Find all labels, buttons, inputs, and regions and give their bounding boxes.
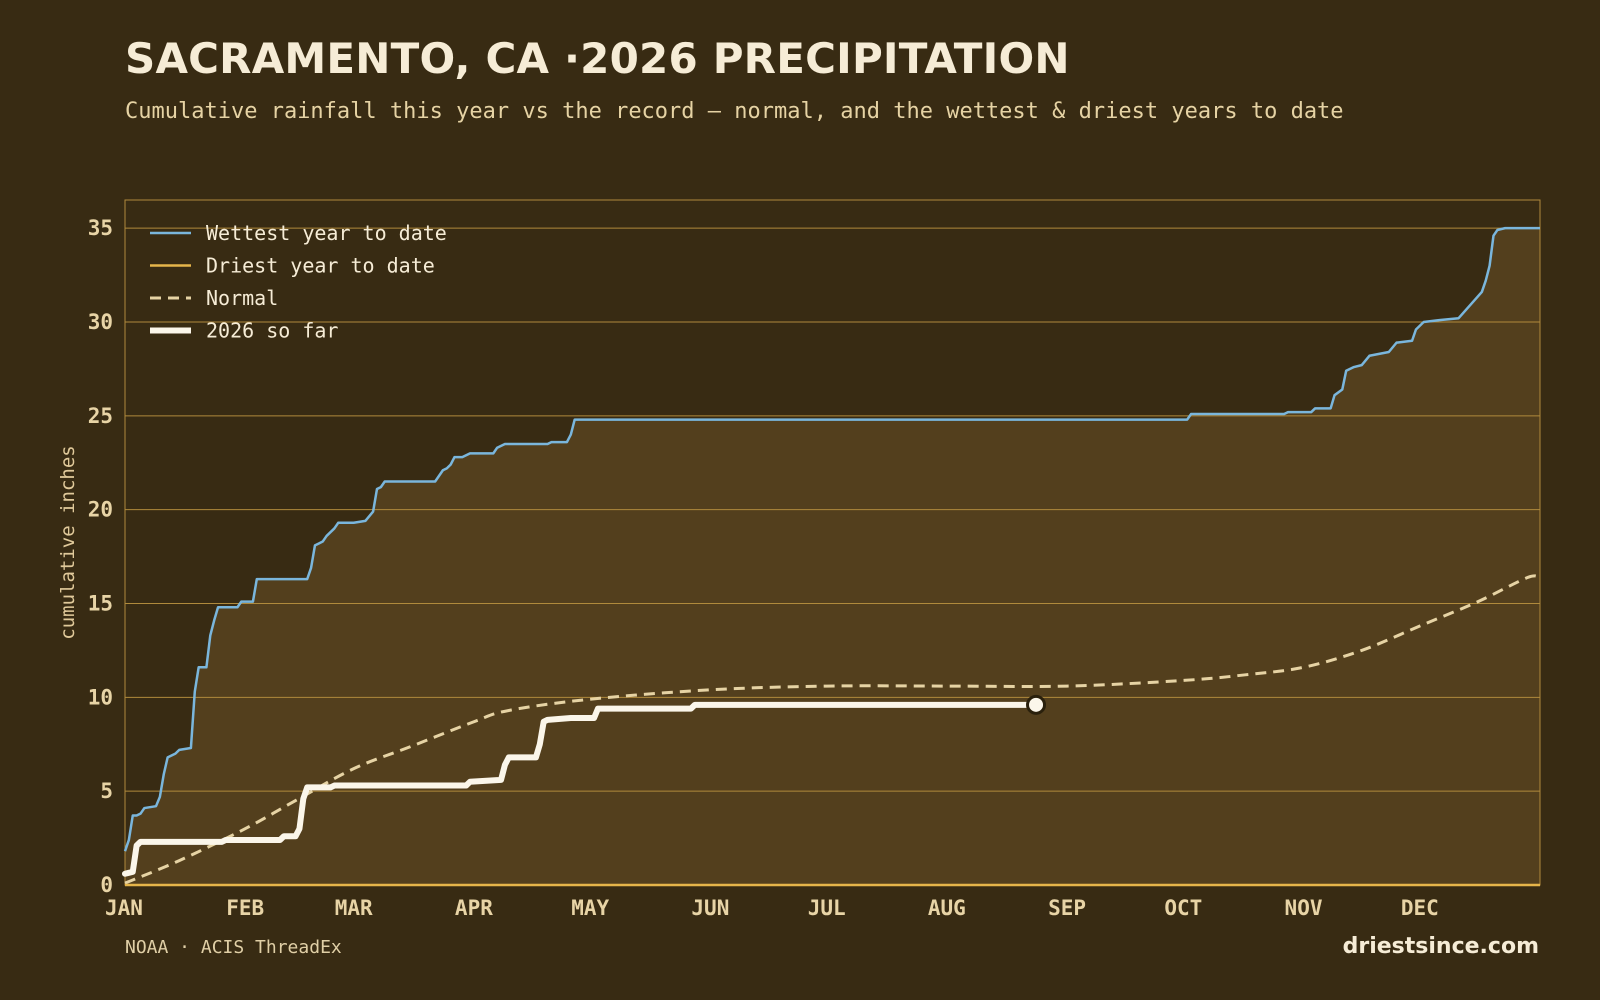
x-tick-label: APR (455, 896, 493, 920)
series-line-current (122, 701, 1040, 877)
x-tick-label: JAN (105, 896, 143, 920)
legend-label-driest: Driest year to date (206, 254, 435, 278)
x-tick-label: MAR (335, 896, 373, 920)
data-source: NOAA · ACIS ThreadEx (125, 937, 342, 958)
y-tick-label: 10 (88, 685, 113, 709)
y-tick-label: 20 (88, 498, 113, 522)
x-tick-label: OCT (1164, 896, 1202, 920)
y-tick-label: 15 (88, 591, 113, 615)
legend-label-normal: Normal (206, 286, 278, 310)
y-tick-label: 30 (88, 310, 113, 334)
page-title: SACRAMENTO, CA ·2026 PRECIPITATION (125, 34, 1070, 83)
x-tick-label: SEP (1048, 896, 1086, 920)
x-tick-label: NOV (1285, 896, 1323, 920)
x-tick-label: DEC (1401, 896, 1439, 920)
series-line-normal (124, 574, 1541, 885)
legend-label-current: 2026 so far (206, 319, 338, 343)
y-tick-label: 35 (88, 216, 113, 240)
y-tick-label: 25 (88, 404, 113, 428)
y-tick-label: 5 (100, 779, 113, 803)
brand-link[interactable]: driestsince.com (1342, 934, 1539, 959)
x-tick-label: AUG (928, 896, 966, 920)
record-range-fill (125, 228, 1540, 885)
series-line-wettest (123, 226, 1540, 852)
x-tick-label: MAY (571, 896, 609, 920)
x-tick-label: JUN (691, 896, 729, 920)
y-axis-label: cumulative inches (57, 445, 79, 639)
x-tick-label: JUL (808, 896, 846, 920)
x-tick-label: FEB (226, 896, 264, 920)
current-end-marker (1026, 694, 1047, 715)
page-subtitle: Cumulative rainfall this year vs the rec… (125, 99, 1344, 124)
y-tick-label: 0 (100, 873, 113, 897)
legend-label-wettest: Wettest year to date (206, 221, 447, 245)
